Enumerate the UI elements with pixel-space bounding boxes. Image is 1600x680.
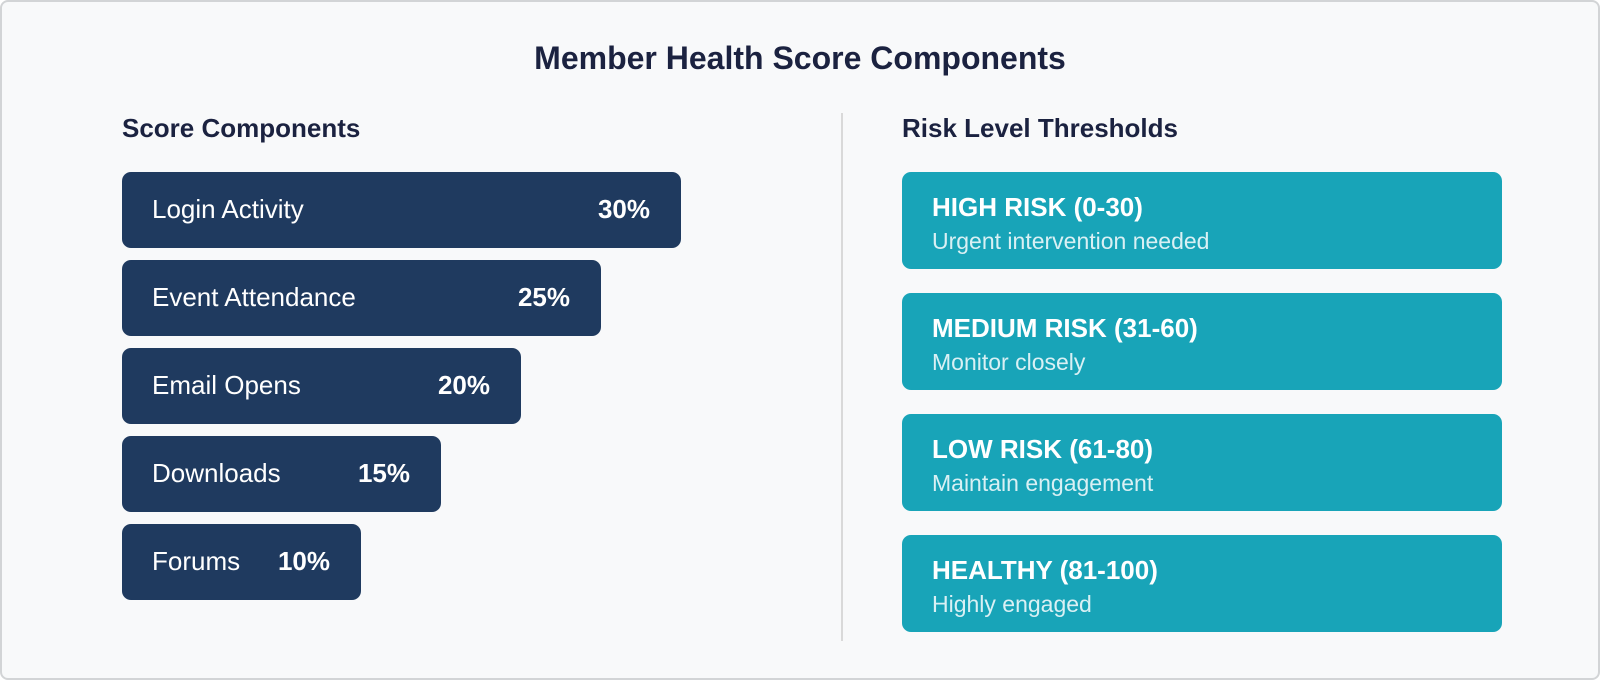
bar-login-activity: Login Activity 30% bbox=[122, 171, 681, 248]
bar-email-opens: Email Opens 20% bbox=[122, 347, 521, 424]
bar-percentage: 10% bbox=[277, 546, 330, 577]
content-row: Score Components Login Activity 30% Even… bbox=[2, 113, 1598, 642]
risk-card-title: LOW RISK (61-80) bbox=[932, 433, 1154, 464]
bar-event-attendance: Event Attendance 25% bbox=[122, 259, 601, 336]
risk-level-cards: HIGH RISK (0-30) Urgent intervention nee… bbox=[902, 171, 1598, 632]
bar-percentage: 30% bbox=[597, 194, 650, 225]
bar-percentage: 15% bbox=[357, 458, 410, 489]
risk-card-title: HIGH RISK (0-30) bbox=[932, 191, 1143, 222]
risk-card-high: HIGH RISK (0-30) Urgent intervention nee… bbox=[902, 171, 1502, 269]
score-components-heading: Score Components bbox=[122, 113, 361, 144]
risk-thresholds-heading: Risk Level Thresholds bbox=[902, 113, 1178, 144]
risk-card-subtitle: Monitor closely bbox=[932, 349, 1086, 376]
score-components-bars: Login Activity 30% Event Attendance 25% … bbox=[122, 171, 841, 600]
bar-downloads: Downloads 15% bbox=[122, 435, 441, 512]
bar-percentage: 25% bbox=[517, 282, 570, 313]
bar-label: Downloads bbox=[152, 458, 281, 489]
risk-card-subtitle: Maintain engagement bbox=[932, 470, 1154, 497]
bar-forums: Forums 10% bbox=[122, 523, 361, 600]
bar-label: Forums bbox=[152, 546, 241, 577]
bar-label: Email Opens bbox=[152, 370, 301, 401]
risk-card-title: HEALTHY (81-100) bbox=[932, 554, 1158, 585]
risk-card-title: MEDIUM RISK (31-60) bbox=[932, 312, 1198, 343]
bar-percentage: 20% bbox=[437, 370, 490, 401]
risk-card-subtitle: Highly engaged bbox=[932, 591, 1092, 618]
bar-label: Event Attendance bbox=[152, 282, 356, 313]
bar-label: Login Activity bbox=[152, 194, 304, 225]
risk-thresholds-section: Risk Level Thresholds HIGH RISK (0-30) U… bbox=[843, 113, 1598, 641]
risk-card-low: LOW RISK (61-80) Maintain engagement bbox=[902, 413, 1502, 511]
risk-card-medium: MEDIUM RISK (31-60) Monitor closely bbox=[902, 292, 1502, 390]
chart-title: Member Health Score Components bbox=[534, 40, 1066, 76]
vertical-divider bbox=[841, 113, 843, 642]
risk-card-subtitle: Urgent intervention needed bbox=[932, 228, 1210, 255]
score-components-section: Score Components Login Activity 30% Even… bbox=[2, 113, 841, 641]
risk-card-healthy: HEALTHY (81-100) Highly engaged bbox=[902, 534, 1502, 632]
